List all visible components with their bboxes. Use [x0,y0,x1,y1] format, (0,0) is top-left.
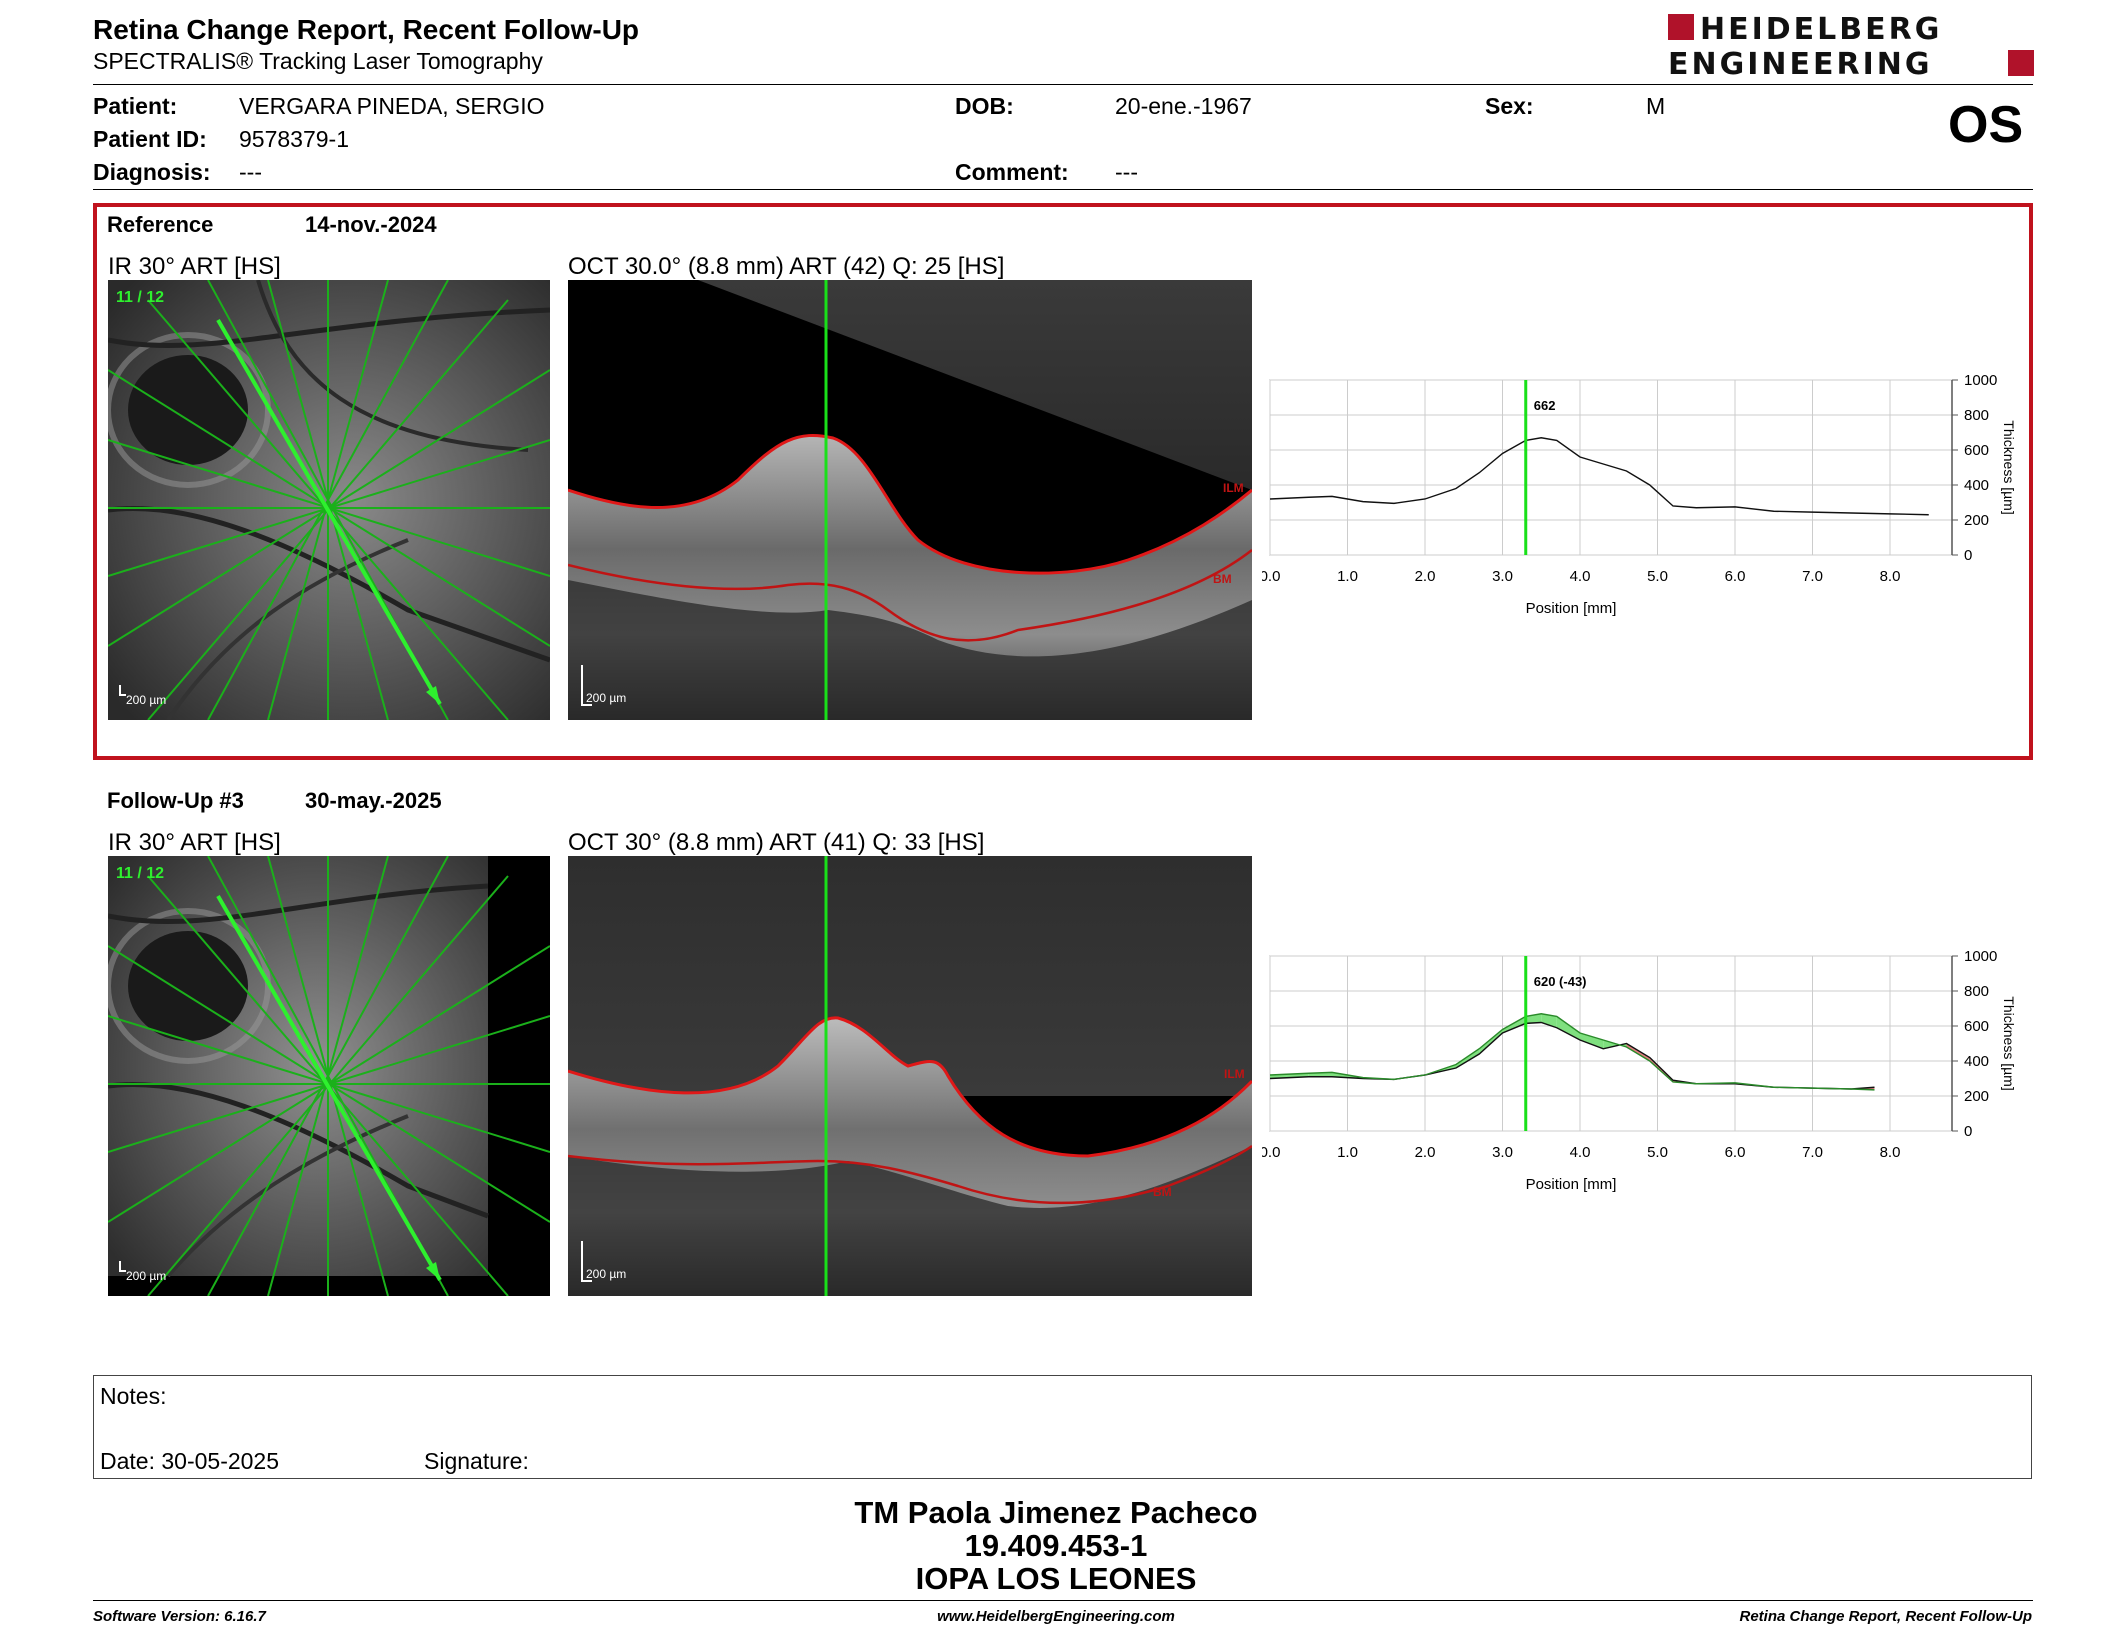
signer-org: IOPA LOS LEONES [915,1561,1197,1596]
ref-graph-series-line-0 [1269,437,1929,516]
diagnosis-value: --- [239,159,262,185]
followup-date: 30-may.-2025 [305,788,442,813]
followup-ir-scale: 200 µm [126,1269,166,1283]
fu-graph-diff-fill [1456,1048,1480,1068]
signature-label: Signature: [424,1448,529,1474]
patient-id: 9578379-1 [239,126,349,152]
reference-frame [93,203,2033,760]
reference-ir-counter: 11 / 12 [116,289,164,306]
sex-label: Sex: [1485,93,1534,119]
followup-ir-label: IR 30° ART [HS] [108,829,281,856]
ref-graph-plot-area [1269,379,1953,556]
ref-graph-xtick: 8.0 [1880,568,1901,585]
followup-oct-image[interactable]: ILM BM 200 µm [568,856,1252,1296]
reference-oct-image[interactable]: ILM BM 200 µm [568,280,1252,720]
fu-graph-xtick: 8.0 [1880,1144,1901,1161]
reference-ir-image[interactable]: 11 / 12 200 µm [108,280,550,720]
followup-oct-scale: 200 µm [586,1267,626,1281]
fu-graph-diff-fill [1541,1013,1557,1028]
patient-label: Patient: [93,93,178,119]
fu-graph-xtick: 0.0 [1262,1144,1280,1161]
fu-graph-ylabel: Thickness [µm] [2001,996,2017,1090]
reference-oct-label: OCT 30.0° (8.8 mm) ART (42) Q: 25 [HS] [568,253,1005,280]
followup-bm-label: BM [1153,1185,1172,1199]
report-subtitle: SPECTRALIS® Tracking Laser Tomography [93,48,543,74]
fu-graph-xtick: 1.0 [1337,1144,1358,1161]
reference-oct-scale: 200 µm [586,691,626,705]
reference-label: Reference [107,212,214,237]
ref-graph-marker-value: 662 [1534,398,1556,413]
fu-graph-ytick: 200 [1964,1088,1989,1105]
footer-software: Software Version: 6.16.7 [93,1608,266,1625]
comment-value: --- [1115,159,1138,185]
fu-graph-ytick: 400 [1964,1053,1989,1070]
fu-graph-xtick: 5.0 [1647,1144,1668,1161]
ref-graph-ytick: 200 [1964,512,1989,529]
ref-graph-xtick: 1.0 [1337,568,1358,585]
followup-oct-label: OCT 30° (8.8 mm) ART (41) Q: 33 [HS] [568,829,985,856]
footer-url[interactable]: www.HeidelbergEngineering.com [937,1608,1175,1625]
fu-graph-series-line-1 [1269,1013,1875,1091]
fu-graph-xlabel: Position [mm] [1526,1176,1617,1193]
fu-graph-ytick: 800 [1964,983,1989,1000]
ref-graph-xlabel: Position [mm] [1526,600,1617,617]
ref-graph-ylabel: Thickness [µm] [2001,420,2017,514]
ref-graph-xtick: 2.0 [1415,568,1436,585]
ref-graph-ytick: 0 [1964,547,1972,564]
fu-graph-xtick: 4.0 [1570,1144,1591,1161]
reference-ir-label: IR 30° ART [HS] [108,253,281,280]
report-title: Retina Change Report, Recent Follow-Up [93,14,640,45]
reference-ir-scale: 200 µm [126,693,166,707]
footer-report: Retina Change Report, Recent Follow-Up [1739,1608,2032,1625]
patient-name: VERGARA PINEDA, SERGIO [239,93,545,119]
ref-graph-ytick: 600 [1964,442,1989,459]
ref-graph-xtick: 0.0 [1262,568,1280,585]
fu-graph-ytick: 600 [1964,1018,1989,1035]
reference-bm-label: BM [1213,572,1232,586]
sex-value: M [1646,93,1666,119]
notes-box[interactable]: Notes: Date: 30-05-2025 Signature: [93,1375,2032,1479]
notes-label: Notes: [100,1383,167,1409]
followup-thickness-graph: 0.0 1.0 2.0 3.0 4.0 5.0 6.0 7.0 8.0 1000 800 600 400… [1260,946,2022,1206]
signer-name: TM Paola Jimenez Pacheco [854,1495,1258,1530]
heidelberg-logo: HEIDELBERG ENGINEERING [1668,12,2034,82]
fu-graph-diff-fill [1502,1016,1526,1033]
followup-ir-image[interactable]: 11 / 12 200 µm [108,856,550,1296]
dob-label: DOB: [955,93,1014,119]
reference-date: 14-nov.-2024 [305,212,437,237]
notes-date: Date: 30-05-2025 [100,1448,280,1474]
fu-graph-ytick: 1000 [1964,948,1997,965]
fu-graph-xtick: 3.0 [1492,1144,1513,1161]
svg-text:HEIDELBERG: HEIDELBERG [1700,12,1942,47]
ref-graph-ytick: 400 [1964,477,1989,494]
diagnosis-label: Diagnosis: [93,159,211,185]
fu-graph-xtick: 6.0 [1725,1144,1746,1161]
followup-ilm-label: ILM [1224,1067,1245,1081]
dob-value: 20-ene.-1967 [1115,93,1252,119]
eye-indicator: OS [1948,96,2024,154]
ref-graph-xtick: 6.0 [1725,568,1746,585]
signer-rut: 19.409.453-1 [964,1528,1148,1563]
fu-graph-diff-fill [1626,1043,1650,1061]
fu-graph-marker-value: 620 (-43) [1534,974,1587,989]
ref-graph-ytick: 1000 [1964,372,1997,389]
ref-graph-xtick: 4.0 [1570,568,1591,585]
comment-label: Comment: [955,159,1069,185]
followup-ir-counter: 11 / 12 [116,865,164,882]
ref-graph-ytick: 800 [1964,407,1989,424]
ref-graph-xtick: 7.0 [1802,568,1823,585]
fu-graph-ytick: 0 [1964,1123,1972,1140]
ref-graph-xtick: 5.0 [1647,568,1668,585]
ref-graph-xtick: 3.0 [1492,568,1513,585]
fu-graph-xtick: 7.0 [1802,1144,1823,1161]
fu-graph-diff-fill [1556,1016,1580,1040]
fu-graph-diff-fill [1580,1033,1604,1049]
fu-graph-xtick: 2.0 [1415,1144,1436,1161]
reference-thickness-graph: 0.0 1.0 2.0 3.0 4.0 5.0 6.0 7.0 8.0 1000 800 600 400… [1260,370,2022,630]
svg-text:ENGINEERING: ENGINEERING [1668,47,1932,78]
patient-id-label: Patient ID: [93,126,207,152]
reference-ilm-label: ILM [1223,481,1244,495]
followup-label: Follow-Up #3 [107,788,244,813]
